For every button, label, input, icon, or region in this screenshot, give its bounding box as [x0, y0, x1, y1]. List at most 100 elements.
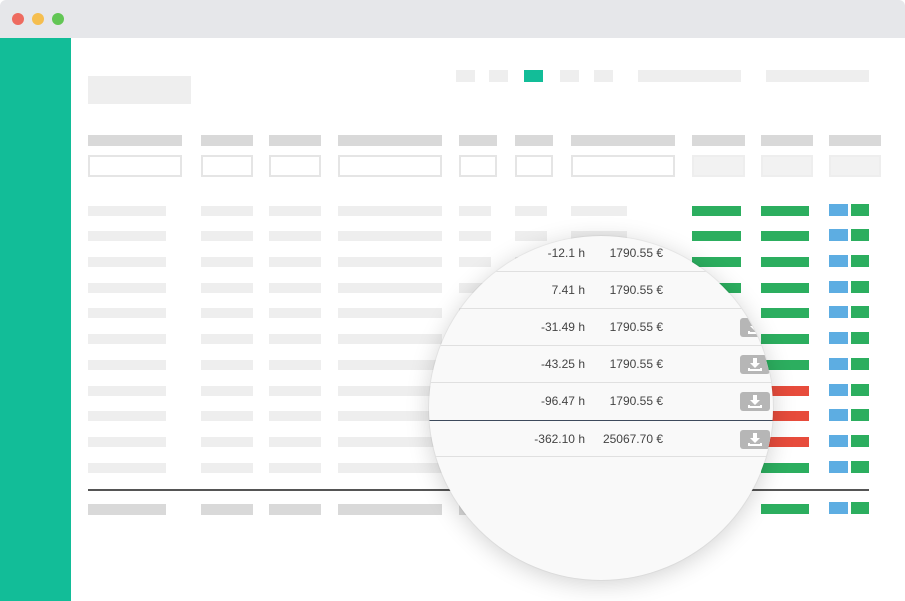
- pagination-item[interactable]: [456, 70, 475, 82]
- cell-placeholder: [338, 206, 442, 216]
- action-icon-info[interactable]: [829, 384, 848, 396]
- column-header[interactable]: [201, 135, 253, 146]
- action-icon-ok[interactable]: [851, 332, 869, 344]
- toolbar-placeholder[interactable]: [766, 70, 869, 82]
- download-button[interactable]: [740, 355, 770, 374]
- action-icon-info[interactable]: [829, 281, 848, 293]
- total-row: -362.10 h 25067.70 €: [429, 420, 773, 457]
- minimize-window-button[interactable]: [32, 13, 44, 25]
- column-header[interactable]: [571, 135, 675, 146]
- action-icon-info[interactable]: [829, 502, 848, 514]
- status-bar: [692, 206, 741, 216]
- filter-input[interactable]: [829, 155, 881, 177]
- cell-placeholder: [338, 386, 442, 396]
- action-icon-ok[interactable]: [851, 306, 869, 318]
- sidebar: [0, 38, 71, 601]
- download-button[interactable]: [740, 392, 770, 411]
- filter-input[interactable]: [88, 155, 182, 177]
- filter-input[interactable]: [761, 155, 813, 177]
- action-icon-info[interactable]: [829, 255, 848, 267]
- action-icon-ok[interactable]: [851, 229, 869, 241]
- cell-placeholder: [338, 283, 442, 293]
- action-icon-ok[interactable]: [851, 502, 869, 514]
- cell-placeholder: [269, 334, 321, 344]
- table-row: -12.1 h 1790.55 €: [429, 236, 773, 272]
- hours-value: -12.1 h: [547, 246, 585, 260]
- cell-placeholder: [88, 334, 166, 344]
- cell-placeholder: [88, 308, 166, 318]
- table-row: -43.25 h 1790.55 €: [429, 346, 773, 383]
- filter-input[interactable]: [692, 155, 745, 177]
- action-icon-info[interactable]: [829, 229, 848, 241]
- cell-placeholder: [338, 411, 442, 421]
- action-icon-info[interactable]: [829, 409, 848, 421]
- cell-placeholder: [269, 257, 321, 267]
- column-header[interactable]: [829, 135, 881, 146]
- filter-input[interactable]: [338, 155, 442, 177]
- action-icon-ok[interactable]: [851, 358, 869, 370]
- cell-placeholder: [201, 463, 253, 473]
- hours-value: 7.41 h: [551, 283, 585, 297]
- action-icon-ok[interactable]: [851, 255, 869, 267]
- amount-value: 1790.55 €: [609, 283, 663, 297]
- filter-input[interactable]: [571, 155, 675, 177]
- cell-placeholder: [459, 231, 491, 241]
- action-icon-info[interactable]: [829, 204, 848, 216]
- cell-placeholder: [201, 360, 253, 370]
- cell-placeholder: [88, 411, 166, 421]
- action-icon-ok[interactable]: [851, 204, 869, 216]
- column-header[interactable]: [515, 135, 553, 146]
- filter-input[interactable]: [459, 155, 497, 177]
- filter-input[interactable]: [515, 155, 553, 177]
- column-header[interactable]: [761, 135, 813, 146]
- download-icon: [748, 433, 762, 446]
- action-icon-ok[interactable]: [851, 461, 869, 473]
- action-icon-info[interactable]: [829, 435, 848, 447]
- cell-placeholder: [269, 386, 321, 396]
- column-header[interactable]: [269, 135, 321, 146]
- cell-placeholder: [201, 386, 253, 396]
- filter-input[interactable]: [201, 155, 253, 177]
- toolbar-placeholder[interactable]: [638, 70, 741, 82]
- cell-placeholder: [459, 283, 491, 293]
- action-icon-ok[interactable]: [851, 384, 869, 396]
- download-button[interactable]: [740, 318, 770, 337]
- action-icon-ok[interactable]: [851, 281, 869, 293]
- total-cell-placeholder: [269, 504, 321, 515]
- status-bar: [761, 257, 809, 267]
- status-bar: [761, 411, 809, 421]
- pagination-item[interactable]: [489, 70, 508, 82]
- pagination-item[interactable]: [560, 70, 579, 82]
- cell-placeholder: [201, 334, 253, 344]
- total-cell-placeholder: [338, 504, 442, 515]
- action-icon-info[interactable]: [829, 306, 848, 318]
- action-icon-ok[interactable]: [851, 435, 869, 447]
- column-header[interactable]: [692, 135, 745, 146]
- pagination-item[interactable]: [594, 70, 613, 82]
- status-bar: [761, 283, 809, 293]
- column-header[interactable]: [88, 135, 182, 146]
- total-amount-value: 25067.70 €: [602, 432, 663, 446]
- status-bar: [761, 386, 809, 396]
- cell-placeholder: [201, 308, 253, 318]
- action-icon-info[interactable]: [829, 461, 848, 473]
- action-icon-ok[interactable]: [851, 409, 869, 421]
- column-header[interactable]: [459, 135, 497, 146]
- cell-placeholder: [571, 206, 627, 216]
- pagination-item-active[interactable]: [524, 70, 543, 82]
- status-bar: [761, 206, 809, 216]
- action-icon-info[interactable]: [829, 332, 848, 344]
- cell-placeholder: [88, 206, 166, 216]
- hours-value: -31.49 h: [540, 320, 585, 334]
- cell-placeholder: [269, 411, 321, 421]
- window-titlebar: [0, 0, 905, 38]
- action-icon-info[interactable]: [829, 358, 848, 370]
- cell-placeholder: [338, 334, 442, 344]
- status-bar: [692, 231, 741, 241]
- cell-placeholder: [269, 283, 321, 293]
- filter-input[interactable]: [269, 155, 321, 177]
- column-header[interactable]: [338, 135, 442, 146]
- maximize-window-button[interactable]: [52, 13, 64, 25]
- download-button[interactable]: [740, 430, 770, 449]
- close-window-button[interactable]: [12, 13, 24, 25]
